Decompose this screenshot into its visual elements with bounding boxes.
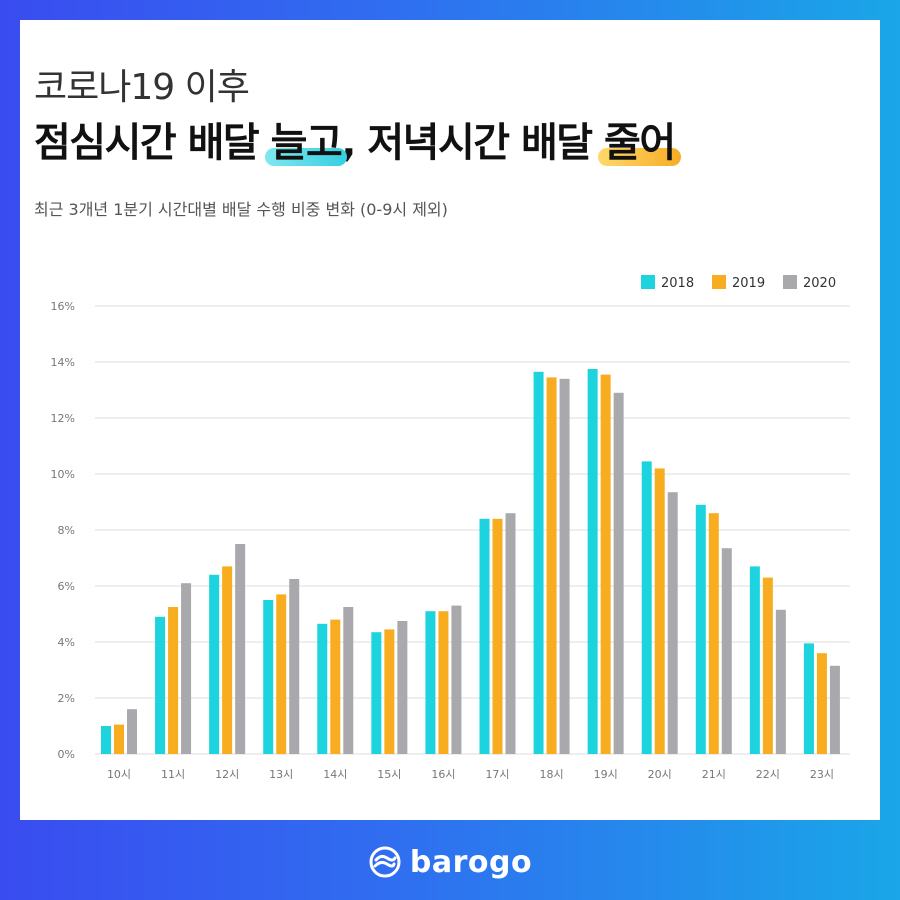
bar-2020-19시 — [613, 392, 624, 754]
legend-label-2018: 2018 — [661, 276, 694, 291]
x-tick-label: 17시 — [485, 768, 509, 781]
y-tick-label: 10% — [51, 468, 75, 481]
bar-2019-22시 — [762, 577, 773, 754]
headline-highlight-increase: 늘고 — [264, 110, 347, 168]
bar-2019-13시 — [276, 594, 287, 754]
x-tick-label: 12시 — [215, 768, 239, 781]
x-tick-label: 13시 — [269, 768, 293, 781]
y-tick-label: 8% — [58, 524, 75, 537]
bar-2020-10시 — [127, 709, 137, 754]
x-tick-label: 10시 — [107, 768, 131, 781]
x-tick-label: 11시 — [161, 768, 185, 781]
bar-2018-10시 — [101, 726, 111, 754]
y-tick-label: 16% — [51, 300, 75, 313]
bar-2018-22시 — [749, 566, 760, 754]
bar-2020-22시 — [775, 609, 786, 754]
headline-part2: , 저녁시간 배달 — [341, 120, 605, 166]
bar-2020-15시 — [397, 621, 408, 754]
y-tick-label: 4% — [58, 636, 75, 649]
bar-2020-14시 — [343, 607, 354, 754]
bars — [101, 369, 840, 754]
y-tick-label: 0% — [58, 748, 75, 761]
legend-label-2019: 2019 — [732, 276, 765, 291]
bar-2018-18시 — [533, 371, 544, 754]
bar-2018-13시 — [263, 600, 274, 754]
bar-2018-11시 — [155, 616, 166, 754]
bar-2018-19시 — [587, 369, 598, 754]
bar-2019-21시 — [708, 513, 719, 754]
bar-2020-16시 — [451, 605, 462, 754]
chart-subtitle: 최근 3개년 1분기 시간대별 배달 수행 비중 변화 (0-9시 제외) — [34, 200, 448, 219]
x-tick-label: 15시 — [377, 768, 401, 781]
headline-part1: 점심시간 배달 — [34, 120, 271, 166]
y-axis-ticks: 0% 2% 4% 6% 8% 10% 12% 14% 16% — [51, 300, 75, 761]
headline-highlight-decrease: 줄어 — [598, 110, 681, 168]
bar-2019-10시 — [114, 724, 124, 754]
bar-2019-18시 — [546, 377, 557, 754]
x-tick-label: 14시 — [323, 768, 347, 781]
legend: 2018 2019 2020 — [641, 275, 836, 291]
x-axis-ticks: 10시 11시 12시 13시 14시 15시 16시 17시 18시 19시 20시 21시 22시 2… — [107, 768, 834, 781]
bar-2019-23시 — [816, 653, 827, 754]
y-tick-label: 12% — [51, 412, 75, 425]
bar-2020-23시 — [829, 665, 840, 754]
grid-lines — [95, 305, 850, 755]
bar-2019-20시 — [654, 468, 665, 754]
legend-swatch-2020 — [783, 275, 797, 289]
bar-2020-18시 — [559, 378, 570, 754]
x-tick-label: 23시 — [810, 768, 834, 781]
bar-2019-15시 — [384, 629, 395, 754]
bar-2020-21시 — [721, 548, 732, 754]
legend-label-2020: 2020 — [803, 276, 836, 291]
brand-name: barogo — [409, 844, 533, 880]
bar-2020-20시 — [667, 492, 678, 754]
bar-2018-16시 — [425, 611, 436, 754]
bar-2019-19시 — [600, 374, 611, 754]
bar-2020-13시 — [289, 579, 300, 754]
bar-2018-20시 — [641, 461, 652, 754]
bar-2018-21시 — [695, 504, 706, 754]
bar-2019-17시 — [492, 518, 503, 754]
brand-logo: barogo — [0, 840, 900, 884]
page-title: 코로나19 이후 — [34, 67, 250, 108]
legend-swatch-2019 — [712, 275, 726, 289]
y-tick-label: 14% — [51, 356, 75, 369]
bar-2019-16시 — [438, 611, 449, 754]
bar-2018-14시 — [317, 623, 328, 754]
bar-2018-15시 — [371, 632, 382, 754]
bar-2018-23시 — [803, 643, 814, 754]
x-tick-label: 22시 — [756, 768, 780, 781]
bar-2020-17시 — [505, 513, 516, 754]
bar-2019-14시 — [330, 619, 341, 754]
y-tick-label: 6% — [58, 580, 75, 593]
bar-2019-12시 — [222, 566, 233, 754]
bar-2019-11시 — [168, 607, 179, 754]
bar-2018-17시 — [479, 518, 490, 754]
x-tick-label: 16시 — [431, 768, 455, 781]
x-tick-label: 18시 — [540, 768, 564, 781]
barogo-logo-icon — [369, 846, 401, 878]
x-tick-label: 19시 — [594, 768, 618, 781]
x-tick-label: 21시 — [702, 768, 726, 781]
legend-swatch-2018 — [641, 275, 655, 289]
bar-2018-12시 — [209, 574, 220, 754]
x-tick-label: 20시 — [648, 768, 672, 781]
bar-2020-12시 — [235, 544, 246, 754]
page-headline: 점심시간 배달 늘고, 저녁시간 배달 줄어 — [34, 110, 681, 168]
y-tick-label: 2% — [58, 692, 75, 705]
bar-2020-11시 — [181, 583, 192, 754]
